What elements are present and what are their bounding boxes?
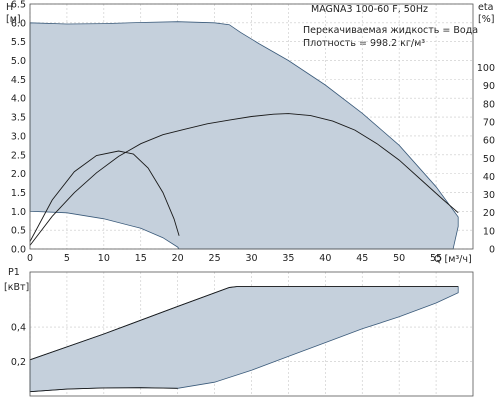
top-x-tick-label: 40 — [319, 253, 331, 264]
bottom-ylabel: P1 — [8, 267, 20, 278]
bottom-y-tick-label: 0,2 — [11, 357, 26, 368]
top-x-tick-label: 45 — [356, 253, 368, 264]
top-y-tick-label: 5.5 — [11, 37, 26, 48]
top-x-tick-label: 20 — [172, 253, 184, 264]
chart-note-density: Плотность = 998.2 кг/м³ — [303, 38, 425, 49]
top-y-tick-label: 5.0 — [11, 56, 26, 67]
top-y-tick-label: 3.5 — [11, 113, 26, 124]
top-x-tick-label: 30 — [245, 253, 257, 264]
top-y-tick-label: 0.0 — [11, 245, 26, 256]
top-x-tick-label: 10 — [98, 253, 110, 264]
top-y-right-tick-label: 80 — [483, 99, 495, 110]
top-y-tick-label: 2.5 — [11, 150, 26, 161]
top-y-right-tick-label: 100 — [477, 63, 495, 74]
top-y-tick-label: 2.0 — [11, 169, 26, 180]
top-ylabel-right: eta — [478, 2, 493, 13]
top-y-right-tick-label: 30 — [483, 190, 495, 201]
top-y-tick-label: 1.5 — [11, 188, 26, 199]
top-y-right-tick-label: 40 — [483, 172, 495, 183]
top-xlabel: Q [м³/ч] — [434, 254, 472, 265]
operating-range-area — [29, 21, 459, 250]
power-upper-curve — [29, 286, 459, 361]
top-y-right-tick-label: 0 — [489, 245, 495, 256]
top-x-tick-label: 50 — [393, 253, 405, 264]
top-x-tick-label: 15 — [135, 253, 147, 264]
top-x-tick-label: 0 — [27, 253, 33, 264]
top-y-tick-label: 4.5 — [11, 75, 26, 86]
power-lower-curve — [29, 387, 178, 393]
chart-title: MAGNA3 100-60 F, 50Hz — [311, 4, 428, 15]
bottom-panel: 0,2 0,4 — [11, 271, 474, 397]
top-y-tick-label: 6.5 — [11, 0, 26, 11]
top-y-right-tick-label: 20 — [483, 208, 495, 219]
top-y-right-tick-label: 60 — [483, 136, 495, 147]
efficiency-curve — [29, 113, 459, 246]
top-ylabel-right-unit: [%] — [478, 14, 494, 25]
top-x-tick-label: 35 — [282, 253, 294, 264]
top-y-tick-label: 3.0 — [11, 131, 26, 142]
top-panel: 0 5 10 15 20 25 30 35 40 45 50 55 0.0 0.5 1.0 1.5 2.0 2.5… — [11, 0, 495, 264]
top-ylabel-left-unit: [м] — [6, 14, 21, 25]
chart-note-liquid: Перекачиваемая жидкость = Вода — [303, 25, 478, 36]
bottom-ylabel-unit: [кВт] — [4, 282, 29, 293]
top-ylabel-left: H — [6, 2, 13, 13]
top-y-right-tick-label: 50 — [483, 154, 495, 165]
top-x-tick-label: 25 — [209, 253, 221, 264]
top-y-right-tick-label: 90 — [483, 81, 495, 92]
top-x-tick-label: 55 — [430, 253, 442, 264]
power-range-area — [29, 286, 459, 393]
top-y-tick-label: 6.0 — [11, 18, 26, 29]
top-y-right-tick-label: 70 — [483, 117, 495, 128]
top-y-tick-label: 0.5 — [11, 226, 26, 237]
top-x-tick-label: 5 — [64, 253, 70, 264]
bottom-plot-frame — [29, 271, 474, 397]
bottom-y-tick-label: 0,4 — [11, 323, 26, 334]
top-y-tick-label: 4.0 — [11, 94, 26, 105]
top-y-right-tick-label: 10 — [483, 226, 495, 237]
top-plot-frame — [29, 3, 474, 250]
top-y-tick-label: 1.0 — [11, 207, 26, 218]
